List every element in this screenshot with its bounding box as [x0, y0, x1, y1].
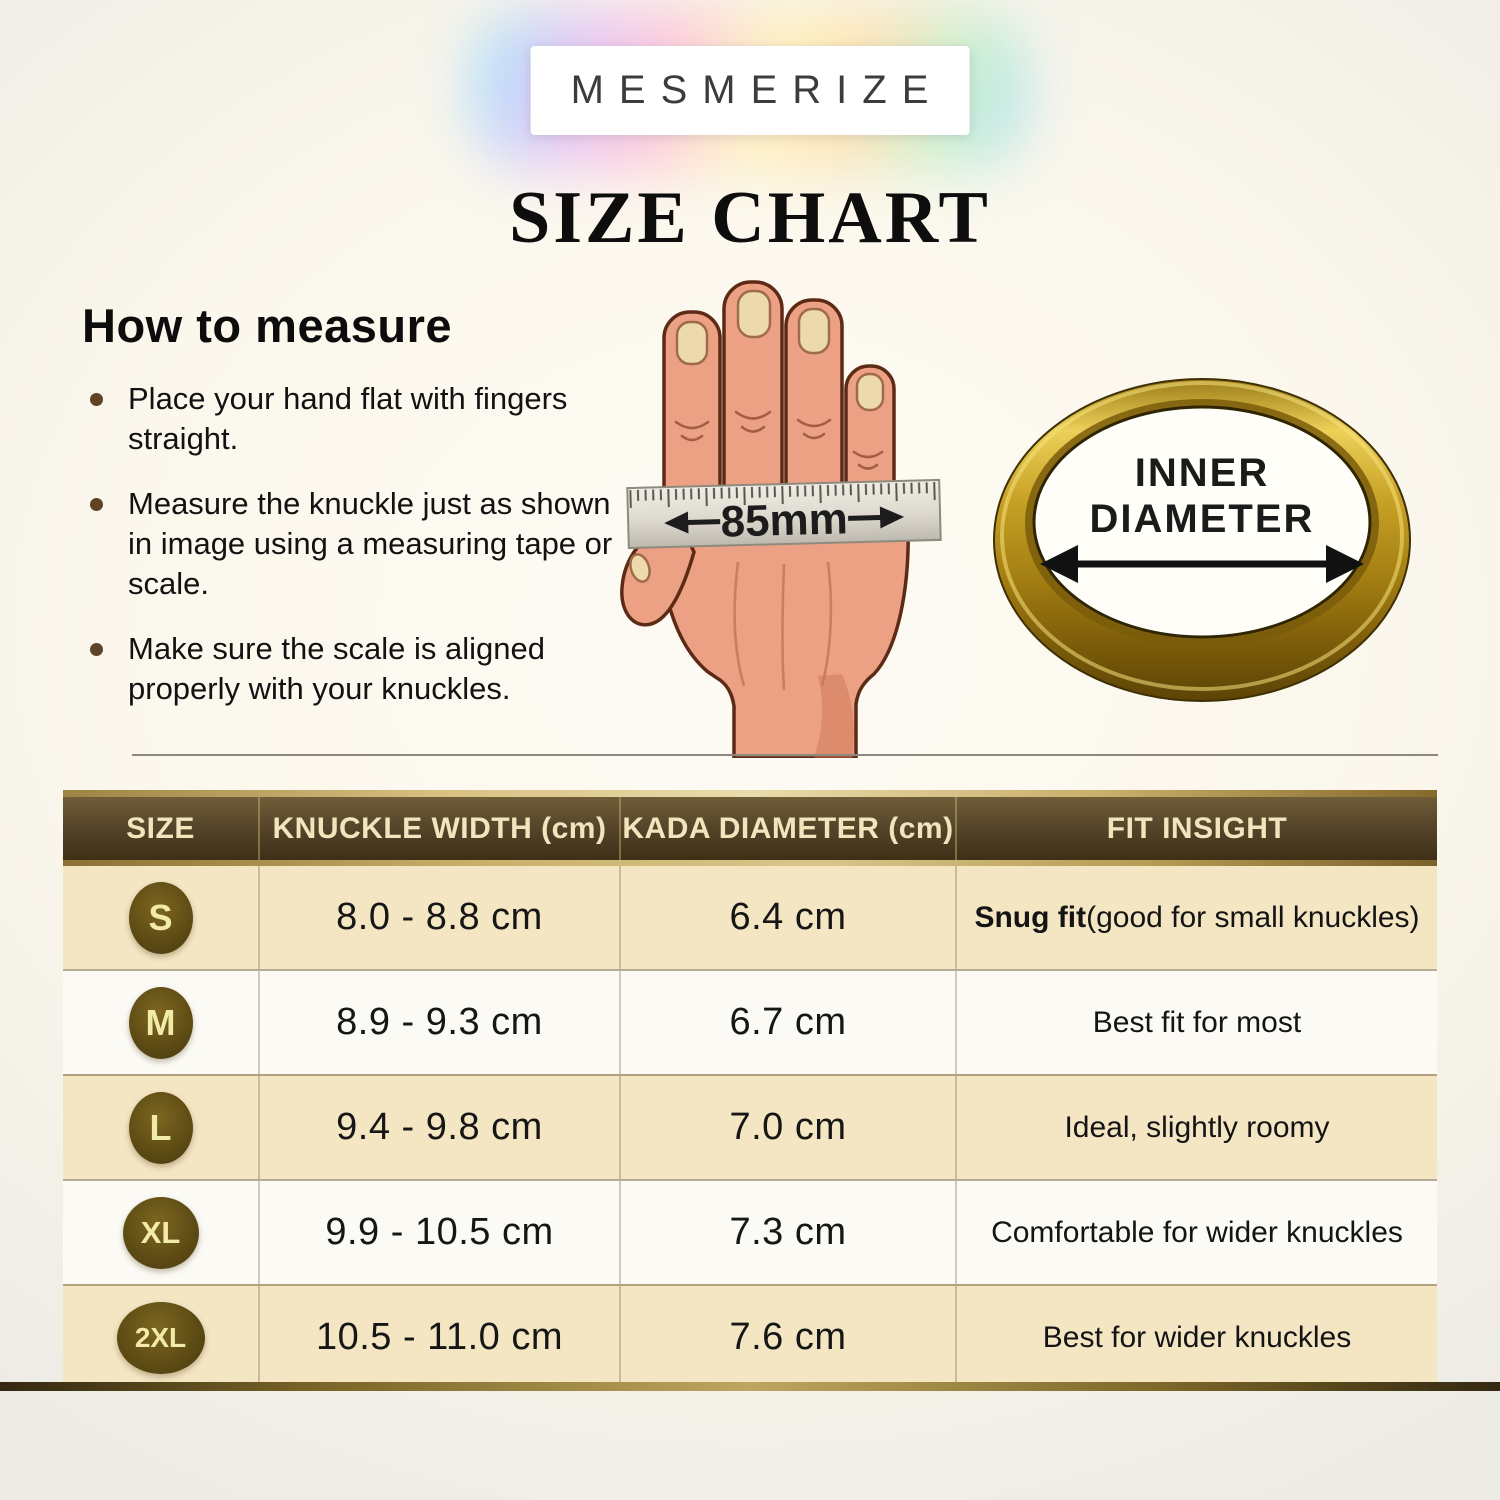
- table-header-row: SIZE KNUCKLE WIDTH (cm) KADA DIAMETER (c…: [63, 797, 1437, 860]
- kada-diameter-cell: 7.0 cm: [621, 1076, 957, 1179]
- hand-illustration: 85mm: [620, 280, 942, 758]
- size-badge: XL: [122, 1196, 199, 1269]
- knuckle-width-cell: 10.5 - 11.0 cm: [260, 1286, 621, 1389]
- table-row: S 8.0 - 8.8 cm 6.4 cm Snug fit (good for sm…: [63, 866, 1437, 969]
- ring-inner-rim: [1025, 399, 1379, 647]
- table-top-border: [63, 790, 1437, 797]
- right-arrowhead: [879, 506, 905, 529]
- table-row: 2XL 10.5 - 11.0 cm 7.6 cm Best for wider kn…: [63, 1284, 1437, 1389]
- section-divider: [132, 754, 1438, 756]
- measurement-label: 85mm: [720, 494, 848, 546]
- size-badge: M: [128, 986, 193, 1059]
- fingernails: [675, 289, 885, 412]
- table-row: L 9.4 - 9.8 cm 7.0 cm Ideal, slightly roomy: [63, 1074, 1437, 1179]
- thumb-nail: [629, 553, 651, 583]
- knuckle-width-cell: 8.9 - 9.3 cm: [260, 971, 621, 1074]
- column-header-kada-diameter: KADA DIAMETER (cm): [621, 797, 957, 860]
- knuckle-width-cell: 8.0 - 8.8 cm: [260, 866, 621, 969]
- size-cell: 2XL: [63, 1286, 260, 1389]
- ruler-band: 85mm: [626, 478, 942, 550]
- size-cell: XL: [63, 1181, 260, 1284]
- brand-logo-box: MESMERIZE: [530, 46, 970, 135]
- page-title: SIZE CHART: [509, 177, 991, 259]
- hand-palm: [658, 520, 910, 758]
- knuckle-width-cell: 9.4 - 9.8 cm: [260, 1076, 621, 1179]
- kada-diameter-cell: 7.3 cm: [621, 1181, 957, 1284]
- fit-insight-cell: Best for wider knuckles: [1042, 1321, 1352, 1354]
- kada-diameter-cell: 7.6 cm: [621, 1286, 957, 1389]
- knuckle-width-cell: 9.9 - 10.5 cm: [260, 1181, 621, 1284]
- size-badge: L: [128, 1091, 193, 1164]
- kada-diameter-cell: 6.7 cm: [621, 971, 957, 1074]
- fit-insight-cell: Ideal, slightly roomy: [1064, 1111, 1330, 1144]
- size-cell: M: [63, 971, 260, 1074]
- size-cell: S: [63, 866, 260, 969]
- kada-diameter-cell: 6.4 cm: [621, 866, 957, 969]
- diameter-arrow: [1040, 545, 1364, 583]
- how-to-measure-section: How to measure Place your hand flat with…: [82, 298, 630, 735]
- fit-insight-cell: Best fit for most: [1092, 1006, 1302, 1039]
- size-table: SIZE KNUCKLE WIDTH (cm) KADA DIAMETER (c…: [63, 790, 1437, 1389]
- brand-name: MESMERIZE: [570, 68, 944, 112]
- list-item: Place your hand flat with fingers straig…: [82, 379, 630, 458]
- table-row: M 8.9 - 9.3 cm 6.7 cm Best fit for most: [63, 969, 1437, 1074]
- ring-band-highlight: [1000, 381, 1404, 691]
- size-cell: L: [63, 1076, 260, 1179]
- table-header-underline: [63, 860, 1437, 866]
- size-badge: 2XL: [116, 1301, 205, 1374]
- table-body: S 8.0 - 8.8 cm 6.4 cm Snug fit (good for sm…: [63, 866, 1437, 1389]
- fit-insight-cell: Comfortable for wider knuckles: [991, 1216, 1403, 1249]
- table-row: XL 9.9 - 10.5 cm 7.3 cm Comfortable for wid…: [63, 1179, 1437, 1284]
- kada-illustration: INNER DIAMETER: [993, 378, 1411, 702]
- left-arrowhead: [664, 511, 689, 534]
- column-header-fit-insight: FIT INSIGHT: [1106, 811, 1288, 845]
- column-header-knuckle-width: KNUCKLE WIDTH (cm): [260, 797, 621, 860]
- list-item: Make sure the scale is aligned properly …: [82, 629, 630, 708]
- inner-diameter-label-line2: DIAMETER: [1090, 497, 1315, 541]
- wrist-shadow: [814, 674, 854, 758]
- hand-shading: [733, 561, 833, 691]
- knuckle-creases: [674, 410, 884, 470]
- inner-diameter-label-line1: INNER: [1135, 451, 1269, 495]
- column-header-size: SIZE: [63, 797, 260, 860]
- brand-logo: MESMERIZE: [470, 12, 1030, 169]
- how-to-measure-heading: How to measure: [82, 299, 453, 352]
- list-item: Measure the knuckle just as shown in ima…: [82, 484, 630, 603]
- ring-hole: [1032, 405, 1372, 639]
- size-badge: S: [128, 881, 193, 954]
- how-to-measure-list: Place your hand flat with fingers straig…: [82, 379, 630, 709]
- fit-insight-cell: Snug fit (good for small knuckles): [974, 901, 1420, 934]
- table-bottom-border: [0, 1382, 1500, 1391]
